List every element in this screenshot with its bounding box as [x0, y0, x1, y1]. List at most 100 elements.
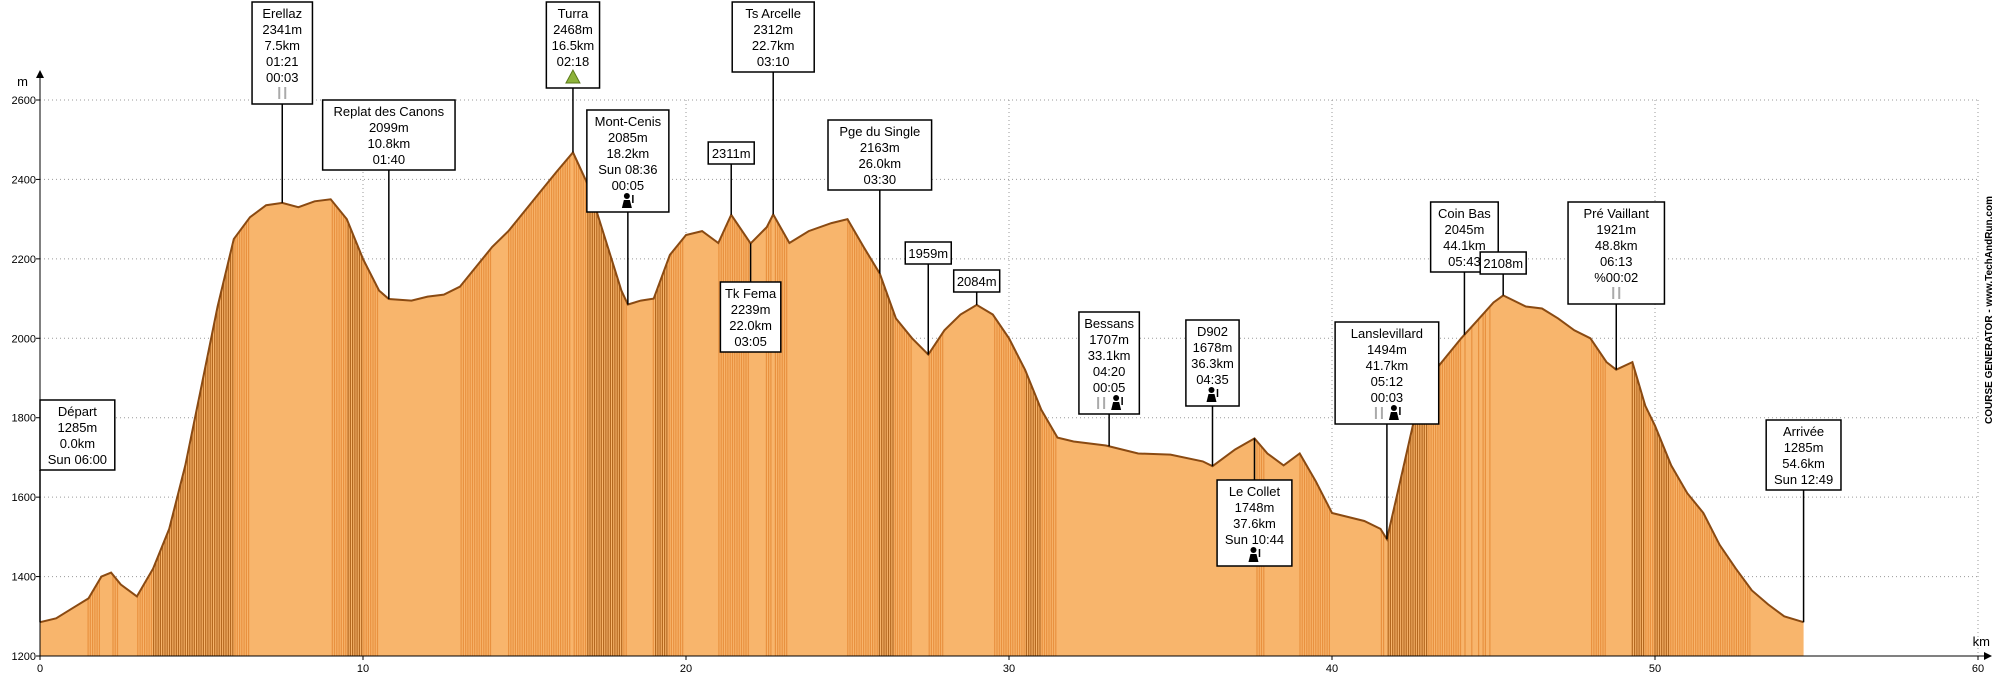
slope-stripe [1317, 152, 1319, 656]
slope-stripe [1710, 152, 1713, 656]
slope-stripe [652, 152, 654, 656]
slope-stripe [146, 152, 148, 656]
waypoint-label-line: 22.0km [729, 318, 772, 333]
waypoint-label-line: Turra [558, 6, 589, 21]
slope-stripe [537, 152, 539, 656]
slope-stripe [1631, 152, 1633, 656]
slope-stripe [942, 152, 944, 656]
waypoint-label-line: Pré Vaillant [1583, 206, 1649, 221]
slope-stripe [144, 152, 146, 656]
slope-stripe [1034, 152, 1036, 656]
slope-stripe [740, 152, 743, 656]
slope-stripe [521, 152, 523, 656]
slope-stripe [1729, 152, 1731, 656]
slope-stripe [1046, 152, 1048, 656]
waypoint-label-line: 1748m [1235, 500, 1275, 515]
slope-stripe [539, 152, 541, 656]
slope-stripe [191, 152, 193, 656]
slope-stripe [182, 152, 184, 656]
slope-stripe [1656, 152, 1658, 656]
watermark-text: COURSE GENERATOR - www.TechAndRun.com [1984, 196, 1995, 424]
waypoint-label-line: 2341m [262, 22, 302, 37]
slope-stripe [331, 152, 333, 656]
slope-stripe [112, 152, 114, 656]
waypoint-annotation: 2108m [1479, 251, 1527, 296]
slope-stripe [768, 152, 770, 656]
slope-stripe [1670, 152, 1672, 656]
slope-stripe [623, 152, 625, 656]
slope-stripe [528, 152, 530, 656]
slope-stripe [682, 152, 684, 656]
slope-stripe [598, 152, 600, 656]
waypoint-label-line: 0.0km [60, 436, 95, 451]
slope-stripe [673, 152, 675, 656]
slope-stripe [851, 152, 853, 656]
slope-stripe [655, 152, 657, 656]
slope-stripe [1471, 152, 1473, 656]
slope-stripe [1645, 152, 1647, 656]
waypoint-label-line: Sun 12:49 [1774, 472, 1833, 487]
aid-person-icon [1248, 547, 1261, 562]
slope-stripe [614, 152, 616, 656]
slope-stripe [600, 152, 602, 656]
slope-stripe [939, 152, 942, 656]
slope-stripe [347, 152, 349, 656]
y-tick-label: 1400 [12, 572, 36, 584]
aid-person-icon [1206, 387, 1219, 402]
waypoint-label-line: 2084m [957, 274, 997, 289]
slope-stripe [1681, 152, 1683, 656]
slope-stripe [1037, 152, 1039, 656]
slope-stripe [202, 152, 204, 656]
slope-stripe [476, 152, 478, 656]
slope-stripe [87, 152, 89, 656]
slope-stripe [512, 152, 514, 656]
slope-stripe [376, 152, 379, 656]
slope-stripe [1652, 152, 1654, 656]
slope-stripe [241, 152, 243, 656]
slope-stripe [1299, 152, 1301, 656]
slope-stripe [625, 152, 627, 656]
y-tick-label: 1800 [12, 413, 36, 425]
waypoint-label-line: 05:43 [1448, 254, 1481, 269]
slope-stripe [1021, 152, 1023, 656]
waypoint-label-line: 26.0km [858, 156, 901, 171]
waypoint-label-line: 04:35 [1196, 372, 1229, 387]
slope-stripe [343, 152, 345, 656]
waypoint-label-line: 1285m [58, 420, 98, 435]
waypoint-label-line: 41.7km [1366, 358, 1409, 373]
slope-stripe [546, 152, 548, 656]
slope-stripe [1692, 152, 1694, 656]
slope-stripe [1735, 152, 1737, 656]
slope-stripe [1039, 152, 1041, 656]
summit-icon [565, 68, 581, 84]
slope-stripe [876, 152, 878, 656]
slope-stripe [365, 152, 367, 656]
slope-stripe [874, 152, 876, 656]
x-tick-label: 20 [680, 663, 692, 675]
slope-stripe [1324, 152, 1326, 656]
slope-stripe [1688, 152, 1690, 656]
slope-stripe [996, 152, 998, 656]
x-tick-label: 0 [37, 663, 43, 675]
slope-stripe [1634, 152, 1636, 656]
slope-stripe [187, 152, 189, 656]
slope-stripe [1000, 152, 1003, 656]
slope-stripe [94, 152, 96, 656]
slope-stripe [1708, 152, 1710, 656]
slope-stripe [560, 152, 562, 656]
slope-stripe [896, 152, 899, 656]
slope-stripe [523, 152, 526, 656]
slope-stripe [1740, 152, 1742, 656]
slope-stripe [906, 152, 908, 656]
x-tick-label: 30 [1003, 663, 1015, 675]
slope-stripe [514, 152, 516, 656]
slope-stripe [358, 152, 360, 656]
waypoint-label-line: 33.1km [1088, 348, 1131, 363]
slope-stripe [783, 152, 786, 656]
waypoint-box [1765, 419, 1842, 491]
waypoint-box [1078, 311, 1141, 415]
slope-stripe [153, 152, 155, 656]
slope-stripe [1731, 152, 1733, 656]
